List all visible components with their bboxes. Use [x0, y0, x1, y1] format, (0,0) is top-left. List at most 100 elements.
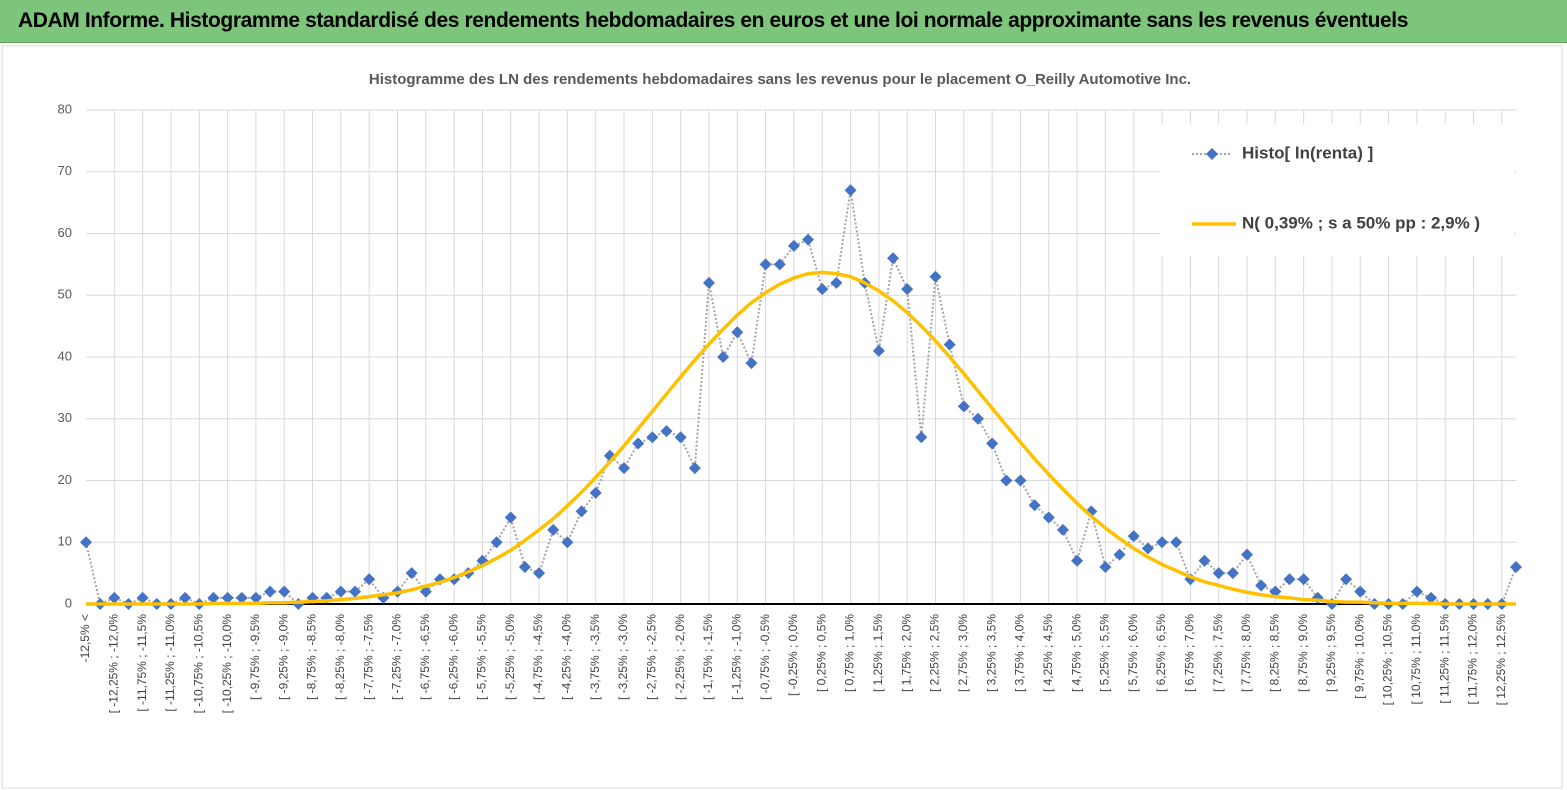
data-point: [1354, 585, 1367, 598]
data-point: [717, 351, 730, 363]
x-tick-label: [ -4,75% ; -4,5%: [531, 614, 545, 700]
data-point: [547, 523, 560, 536]
x-tick-label: [ 10,25% ; 10,5%: [1381, 614, 1395, 706]
data-point: [1042, 511, 1055, 524]
x-tick-label: [ 6,75% ; 7,0%: [1183, 614, 1197, 692]
x-tick-label: [ -10,25% ; -10,0%: [220, 614, 234, 714]
x-tick-label: [ 1,25% ; 1,5%: [871, 614, 885, 692]
data-point: [887, 252, 900, 265]
data-point: [618, 462, 631, 475]
data-point: [1425, 591, 1438, 604]
x-tick-label: [ 12,25% ; 12,5%: [1494, 614, 1508, 706]
data-point: [1297, 573, 1310, 586]
x-tick-label: [ 8,25% ; 8,5%: [1267, 614, 1281, 692]
x-tick-label: -12,5% <: [78, 614, 92, 662]
data-point: [646, 431, 659, 444]
data-point: [518, 560, 531, 573]
data-point: [561, 536, 574, 549]
x-tick-label: [ -0,25% ; 0,0%: [786, 614, 800, 696]
data-point: [1141, 542, 1154, 555]
x-tick-label: [ -8,25% ; -8,0%: [333, 614, 347, 700]
x-tick-label: [ -5,25% ; -5,0%: [503, 614, 517, 700]
x-tick-label: [ 4,25% ; 4,5%: [1041, 614, 1055, 692]
x-tick-label: [ -12,25% ; -12,0%: [106, 614, 120, 714]
x-tick-label: [ -9,75% ; -9,5%: [248, 614, 262, 700]
x-tick-label: [ 9,25% ; 9,5%: [1324, 614, 1338, 692]
data-point: [787, 239, 800, 252]
y-tick-label: 40: [58, 348, 72, 363]
data-point: [334, 585, 347, 598]
x-tick-label: [ 9,75% ; 10,0%: [1352, 614, 1366, 699]
x-tick-label: [ -3,75% ; -3,5%: [588, 614, 602, 700]
y-tick-label: 0: [65, 595, 72, 610]
x-tick-label: [ -9,25% ; -9,0%: [276, 614, 290, 700]
data-point: [363, 573, 376, 586]
data-point: [759, 258, 772, 271]
data-point: [702, 276, 715, 289]
x-tick-label: [ 7,75% ; 8,0%: [1239, 614, 1253, 692]
data-point: [1156, 536, 1169, 549]
x-tick-label: [ 0,75% ; 1,0%: [843, 614, 857, 692]
x-tick-label: [ -2,75% ; -2,5%: [645, 614, 659, 700]
x-tick-label: [ -11,75% ; -11,5%: [135, 614, 149, 712]
data-point: [660, 425, 673, 438]
x-tick-label: [ 1,75% ; 2,0%: [899, 614, 913, 692]
data-point: [80, 536, 92, 549]
normal-curve: [86, 270, 1516, 606]
y-tick-label: 80: [58, 101, 72, 116]
data-point: [575, 505, 588, 518]
data-point: [986, 437, 999, 450]
data-point: [943, 338, 956, 351]
data-point: [844, 184, 857, 197]
data-point: [816, 283, 829, 296]
data-point: [1240, 548, 1253, 561]
data-point: [915, 431, 928, 444]
data-point: [731, 326, 744, 339]
x-tick-label: [ -6,25% ; -6,0%: [446, 614, 460, 700]
data-point: [1014, 474, 1027, 487]
data-point: [589, 486, 602, 499]
x-tick-label: [ 11,75% ; 12,0%: [1466, 614, 1480, 705]
y-tick-label: 10: [58, 534, 72, 549]
y-tick-label: 50: [58, 287, 72, 302]
data-point: [1283, 573, 1296, 586]
data-point: [773, 258, 786, 271]
x-tick-label: [ 6,25% ; 6,5%: [1154, 614, 1168, 692]
data-point: [1127, 530, 1140, 543]
data-point: [207, 591, 220, 604]
data-point: [1340, 573, 1353, 586]
y-tick-label: 60: [58, 225, 72, 240]
data-point: [249, 591, 262, 604]
x-tick-label: [ -5,75% ; -5,5%: [475, 614, 489, 700]
data-point: [872, 344, 885, 357]
x-tick-label: [ -4,25% ; -4,0%: [560, 614, 574, 700]
x-tick-label: [ 5,25% ; 5,5%: [1098, 614, 1112, 692]
x-tick-label: [ -10,75% ; -10,5%: [191, 614, 205, 714]
x-tick-label: [ 3,25% ; 3,5%: [984, 614, 998, 692]
data-point: [108, 591, 121, 604]
data-point: [1170, 536, 1183, 549]
data-point: [830, 276, 843, 289]
legend-label: N( 0,39% ; s a 50% pp : 2,9% ): [1242, 213, 1480, 232]
data-point: [1113, 548, 1126, 561]
legend-marker: [1206, 148, 1218, 160]
x-tick-label: [ -1,75% ; -1,5%: [701, 614, 715, 700]
data-point: [1212, 567, 1225, 580]
data-point: [802, 233, 815, 246]
header-bar: ADAM Informe. Histogramme standardisé de…: [0, 0, 1567, 43]
data-point: [1099, 560, 1112, 573]
chart: Histogramme des LN des rendements hebdom…: [1, 45, 1563, 789]
x-tick-label: [ -6,75% ; -6,5%: [418, 614, 432, 700]
x-tick-label: [ -3,25% ; -3,0%: [616, 614, 630, 700]
data-point: [349, 585, 362, 598]
x-tick-label: [ 7,25% ; 7,5%: [1211, 614, 1225, 692]
data-point: [1510, 560, 1522, 573]
legend-label: Histo[ ln(renta) ]: [1242, 143, 1373, 162]
data-point: [971, 412, 984, 425]
y-tick-label: 70: [58, 163, 72, 178]
x-tick-label: [ 5,75% ; 6,0%: [1126, 614, 1140, 692]
data-point: [745, 357, 758, 370]
data-point: [1226, 567, 1239, 580]
data-point: [1000, 474, 1013, 487]
data-point: [504, 511, 517, 524]
